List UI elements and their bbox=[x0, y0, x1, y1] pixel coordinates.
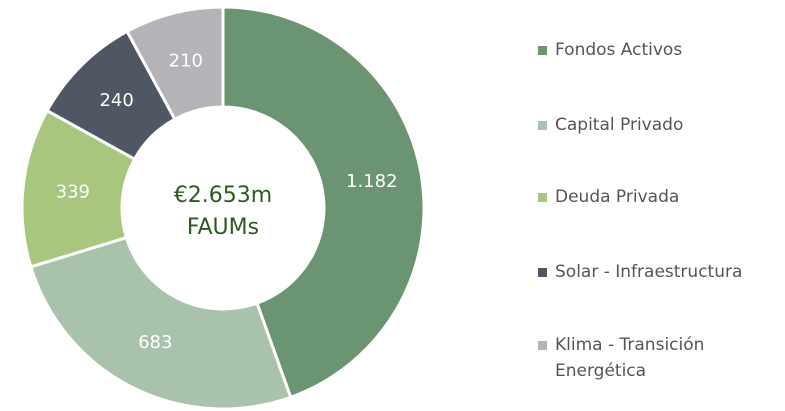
donut-slice bbox=[28, 235, 293, 411]
center-label: €2.653m bbox=[174, 183, 272, 208]
data-label: 339 bbox=[56, 181, 90, 202]
legend-swatch bbox=[538, 46, 547, 55]
legend-item: Deuda Privada bbox=[538, 184, 770, 210]
legend-item: Fondos Activos bbox=[538, 37, 770, 63]
legend-swatch bbox=[538, 193, 547, 202]
legend-item: Capital Privado bbox=[538, 112, 770, 138]
data-label: 210 bbox=[169, 51, 203, 72]
data-label: 683 bbox=[138, 332, 172, 353]
data-label: 1.182 bbox=[346, 171, 398, 192]
center-label: FAUMs bbox=[187, 215, 259, 240]
legend-label: Fondos Activos bbox=[555, 40, 683, 60]
legend-swatch bbox=[538, 121, 547, 130]
legend-label: Capital Privado bbox=[555, 115, 684, 135]
legend-swatch bbox=[538, 341, 547, 350]
legend-label: Deuda Privada bbox=[555, 187, 680, 207]
donut-slice bbox=[221, 5, 426, 400]
data-label: 240 bbox=[99, 90, 133, 111]
legend-label: Klima - Transición Energética bbox=[555, 335, 705, 381]
donut: 1.182 683 339 240 210 €2.653m FAUMs bbox=[20, 5, 426, 411]
legend-label: Solar - Infraestructura bbox=[555, 262, 743, 282]
legend-item: Klima - Transición Energética bbox=[538, 332, 770, 384]
legend-swatch bbox=[538, 268, 547, 277]
donut-slice bbox=[125, 5, 225, 122]
legend-item: Solar - Infraestructura bbox=[538, 259, 770, 285]
